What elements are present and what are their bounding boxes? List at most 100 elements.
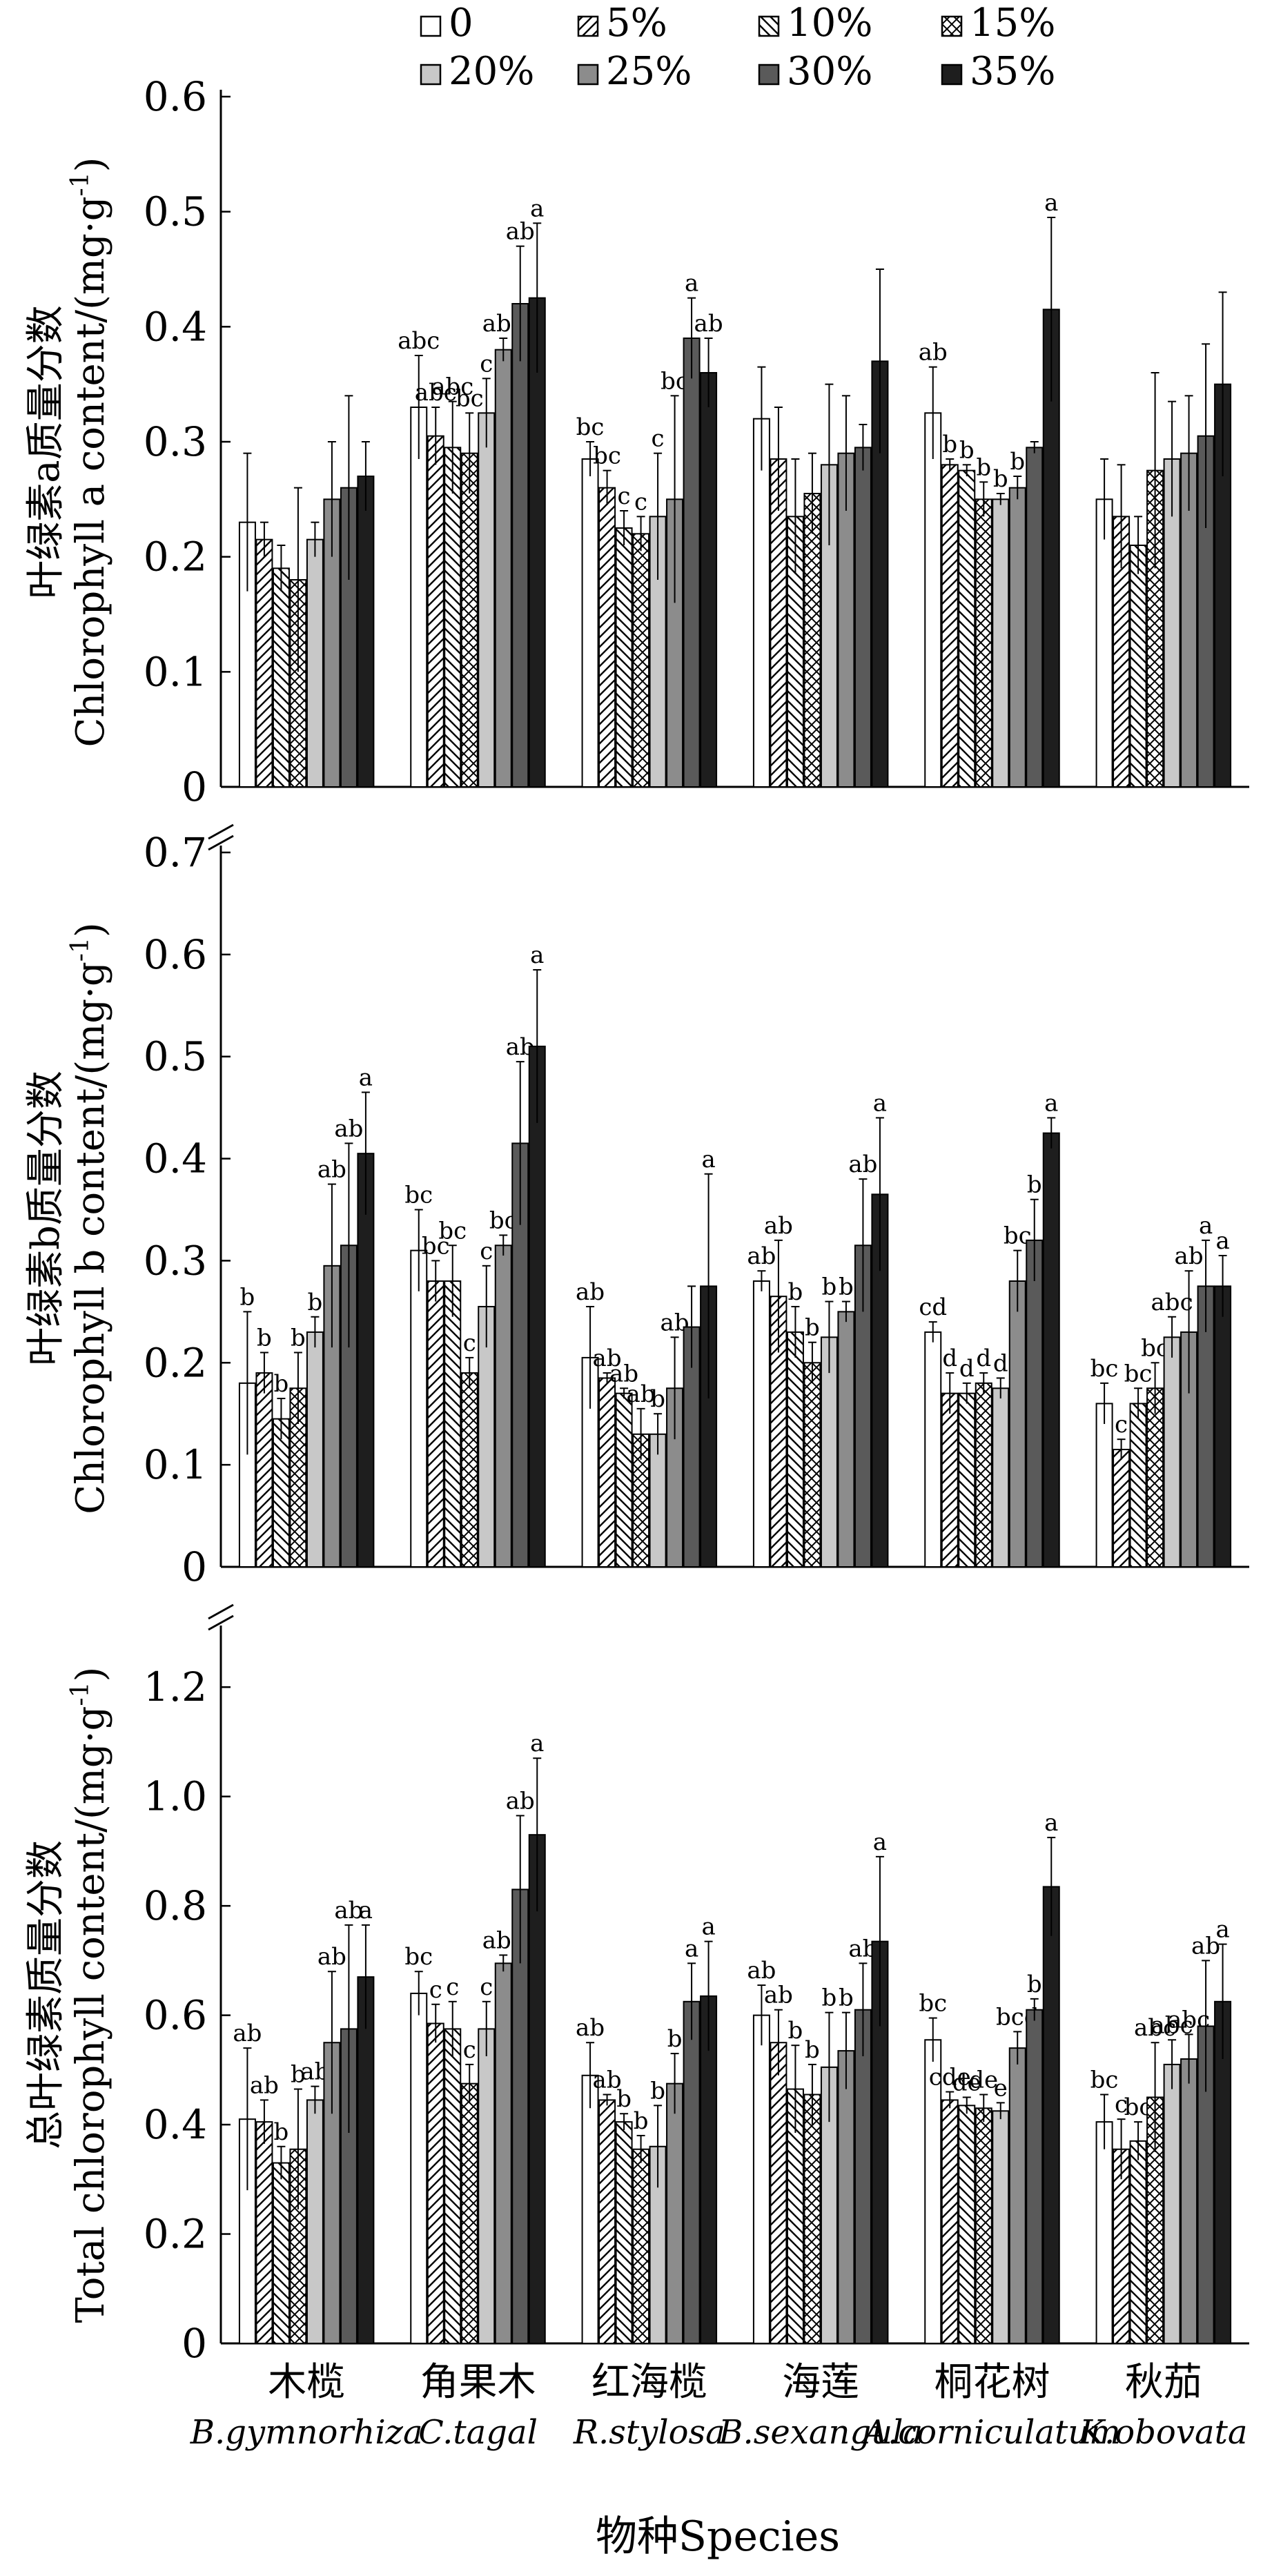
bar xyxy=(410,1249,428,1568)
bar xyxy=(1042,1132,1060,1568)
bar xyxy=(941,464,959,788)
significance-letter: c xyxy=(618,482,631,510)
bar xyxy=(598,1377,616,1568)
bar xyxy=(992,498,1010,788)
panel-total-ylabel-en-close: ) xyxy=(68,1667,113,1682)
significance-letter: b xyxy=(274,1370,289,1398)
x-category-latin-label: C.tagal xyxy=(418,2413,538,2452)
bar xyxy=(306,1331,324,1568)
significance-letter: bc xyxy=(438,1217,467,1245)
significance-letter: bc xyxy=(576,413,605,441)
legend-item-6: 25% xyxy=(577,49,692,94)
bar xyxy=(1095,1403,1113,1568)
bar xyxy=(924,1331,942,1568)
y-tick-label: 0 xyxy=(182,2320,207,2367)
significance-letter: a xyxy=(530,1730,544,1757)
bar xyxy=(581,458,599,788)
significance-letter: a xyxy=(359,1064,373,1091)
bar xyxy=(632,2148,650,2344)
legend-swatch xyxy=(941,15,963,37)
x-category-label: 桐花树 xyxy=(935,2360,1050,2405)
significance-letter: bc xyxy=(1090,2067,1119,2094)
x-axis-category-labels: 木榄 B.gymnorhiza 角果木 C.tagal 红海榄 R.stylosa 海莲 B.… xyxy=(190,2360,1248,2452)
legend-item-1: 0 xyxy=(420,1,473,46)
significance-letter: ab xyxy=(919,339,948,367)
significance-letter: b xyxy=(788,1278,803,1306)
significance-letter: d xyxy=(976,1345,991,1372)
panel-b-ylabel-en-close: ) xyxy=(68,922,113,937)
significance-letter: b xyxy=(274,2118,289,2146)
axis-break-mark xyxy=(208,1614,234,1631)
significance-letter: a xyxy=(873,1828,887,1856)
y-tick-label: 0.1 xyxy=(144,648,207,695)
bar xyxy=(1008,2047,1026,2344)
bar xyxy=(803,1362,821,1568)
x-category-label: 角果木 xyxy=(420,2360,536,2405)
significance-letter: d xyxy=(959,1355,975,1383)
significance-letter: b xyxy=(1027,1171,1042,1199)
significance-letter: cde xyxy=(929,2064,971,2091)
bar xyxy=(752,2014,770,2345)
bar xyxy=(598,487,616,788)
legend-item-8: 35% xyxy=(941,49,1055,94)
significance-letter: b xyxy=(839,1274,854,1301)
legend-label: 15% xyxy=(970,1,1055,46)
bar xyxy=(958,1392,976,1568)
bar xyxy=(700,372,718,788)
y-tick-label: 0 xyxy=(182,1543,207,1590)
bar xyxy=(615,1392,633,1568)
axis-break-mark xyxy=(208,835,234,851)
significance-letter: b xyxy=(616,2085,632,2113)
significance-letter: abc xyxy=(1134,2014,1176,2042)
significance-letter: b xyxy=(993,465,1008,493)
y-tick-label: 0.3 xyxy=(144,418,207,465)
significance-letter: bc xyxy=(404,1182,433,1209)
legend-item-4: 15% xyxy=(941,1,1055,46)
significance-letter: bc xyxy=(456,384,484,412)
significance-letter: ab xyxy=(233,2020,262,2047)
bar xyxy=(444,2028,462,2345)
significance-letter: ab xyxy=(334,1897,363,1924)
significance-letter: ab xyxy=(764,1982,793,2009)
significance-letter: a xyxy=(1044,189,1058,217)
panel-a-ylabel-en-sup: -1 xyxy=(66,172,95,196)
x-category-latin-label: K.obovata xyxy=(1079,2413,1247,2452)
x-category-label: 木榄 xyxy=(268,2360,345,2405)
legend-item-2: 5% xyxy=(577,1,667,46)
axis-break-mark xyxy=(208,1603,234,1620)
significance-letter: bc xyxy=(1124,1360,1153,1387)
significance-letter: b xyxy=(959,436,975,464)
significance-letter: abc xyxy=(431,373,473,401)
significance-letter: ab xyxy=(317,1156,346,1184)
panel-b-ylabel-en: Chlorophyll b content/(mg·g-1) xyxy=(66,922,113,1514)
significance-letter: abc xyxy=(1151,1289,1193,1316)
bar xyxy=(958,469,976,788)
significance-letter: b xyxy=(839,1984,854,2012)
bar xyxy=(410,407,428,788)
significance-letter: ab xyxy=(1175,1242,1204,1270)
legend-swatch xyxy=(420,64,442,86)
bar xyxy=(494,1962,512,2345)
significance-letter: ab xyxy=(576,2014,605,2042)
bar xyxy=(752,1280,770,1568)
significance-letter: a xyxy=(701,1913,715,1941)
bar xyxy=(460,452,478,788)
bar xyxy=(444,447,462,788)
y-tick-label: 0.1 xyxy=(144,1441,207,1488)
bar xyxy=(992,2110,1010,2345)
bar xyxy=(683,338,701,788)
bar xyxy=(255,538,273,788)
bar xyxy=(975,2107,992,2344)
y-tick-label: 0.7 xyxy=(144,829,207,876)
significance-letter: c xyxy=(480,350,493,378)
significance-letter: a xyxy=(530,195,544,222)
significance-letter: c xyxy=(480,1238,493,1265)
bar xyxy=(427,435,444,788)
bar xyxy=(666,2082,684,2344)
panel-b-ylabel-cn: 叶绿素b质量分数 xyxy=(23,1071,68,1366)
bar xyxy=(941,1392,959,1568)
significance-letter: b xyxy=(257,1325,272,1352)
significance-letter: a xyxy=(1044,1089,1058,1117)
bar xyxy=(1129,545,1147,788)
legend-label: 5% xyxy=(606,1,667,46)
